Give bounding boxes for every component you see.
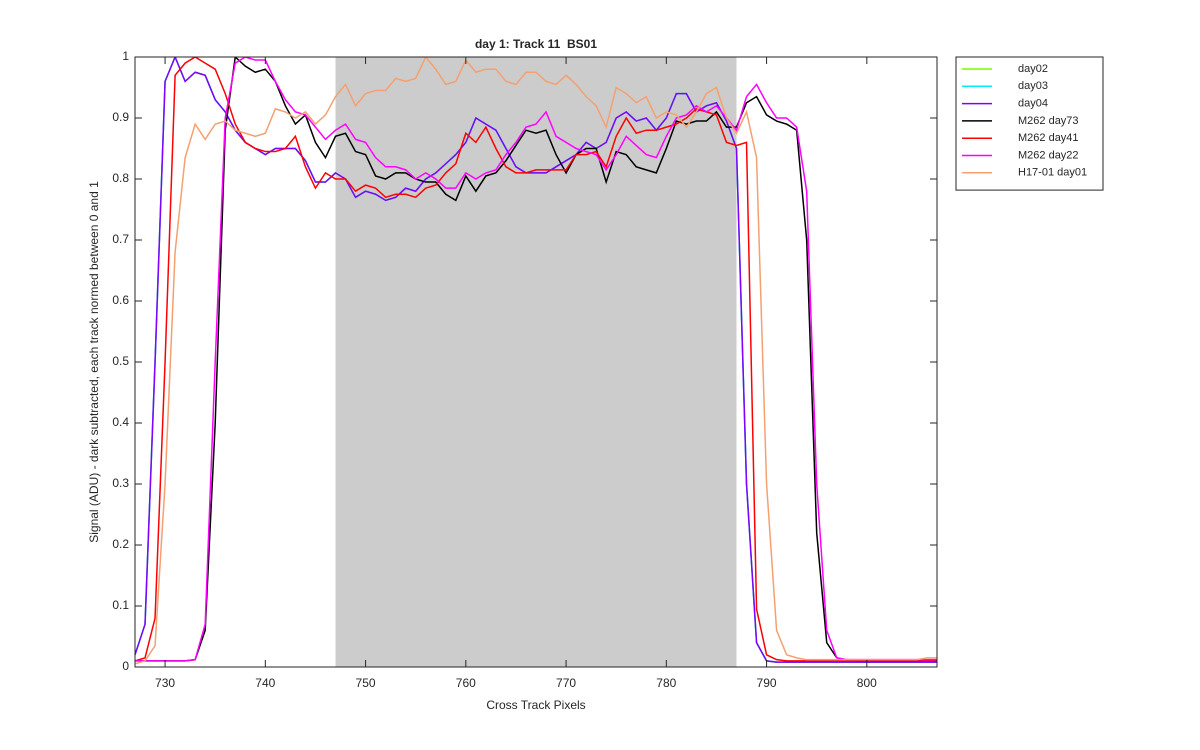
y-tick-label: 0.1 — [112, 598, 129, 612]
legend-label: M262 day41 — [1018, 132, 1079, 144]
series-line — [135, 57, 937, 665]
series-line — [135, 57, 937, 662]
legend-label: H17-01 day01 — [1018, 167, 1087, 179]
x-tick-label: 750 — [356, 676, 376, 690]
legend-label: day04 — [1018, 98, 1048, 110]
y-tick-label: 0 — [122, 659, 129, 673]
y-tick-label: 0.4 — [112, 415, 129, 429]
x-tick-label: 730 — [155, 676, 175, 690]
y-tick-label: 0.9 — [112, 110, 129, 124]
legend-label: day03 — [1018, 80, 1048, 92]
shaded-region — [335, 57, 737, 667]
y-tick-label: 0.6 — [112, 293, 129, 307]
legend-label: day02 — [1018, 63, 1048, 75]
x-axis-label: Cross Track Pixels — [486, 698, 585, 712]
y-tick-label: 0.5 — [112, 354, 129, 368]
x-tick-label: 740 — [255, 676, 275, 690]
x-tick-label: 790 — [757, 676, 777, 690]
series-line — [135, 57, 937, 662]
chart-title: day 1: Track 11 BS01 — [475, 37, 597, 51]
y-tick-label: 1 — [122, 49, 129, 63]
legend-label: M262 day22 — [1018, 149, 1079, 161]
legend-label: M262 day73 — [1018, 115, 1079, 127]
x-tick-label: 780 — [656, 676, 676, 690]
y-axis-label: Signal (ADU) - dark subtracted, each tra… — [87, 181, 101, 543]
y-tick-label: 0.2 — [112, 537, 129, 551]
x-tick-label: 760 — [456, 676, 476, 690]
y-tick-label: 0.8 — [112, 171, 129, 185]
series-line — [135, 57, 937, 663]
x-tick-label: 770 — [556, 676, 576, 690]
x-tick-label: 800 — [857, 676, 877, 690]
legend-box — [955, 56, 1104, 191]
y-tick-label: 0.7 — [112, 232, 129, 246]
y-tick-label: 0.3 — [112, 476, 129, 490]
series-line — [135, 57, 937, 662]
